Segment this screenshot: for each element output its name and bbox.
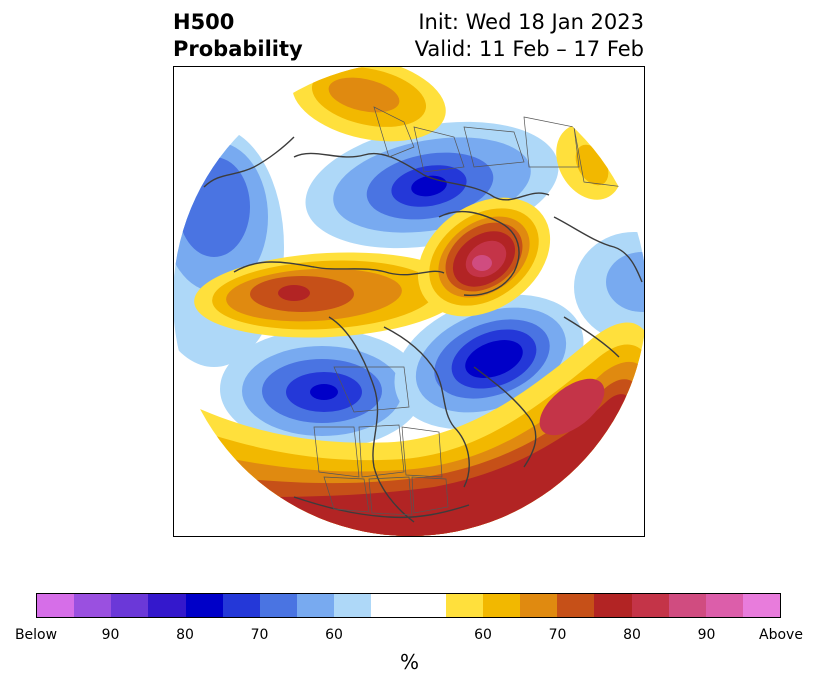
colorbar-segment [705,594,743,617]
colorbar-segment [222,594,260,617]
colorbar-tick-label: Above [759,627,803,643]
colorbar-segment [631,594,669,617]
anomaly-bering-high [194,252,464,338]
forecast-dates: Init: Wed 18 Jan 2023 Valid: 11 Feb – 17… [415,9,644,63]
colorbar-tick-labels: Below 90 80 70 60 60 70 80 90 Above [15,627,803,647]
colorbar-tick-label: 70 [548,627,567,643]
colorbar-tick-label: 90 [697,627,716,643]
colorbar-tick-label: 70 [250,627,269,643]
colorbar-tick-label: 60 [325,627,343,643]
colorbar-tick-label: 80 [176,627,194,643]
title-quantity: Probability [173,37,303,61]
title-variable: H500 [173,10,235,34]
anomaly-europe-high [292,67,446,142]
colorbar-segment [334,594,372,617]
init-date: Init: Wed 18 Jan 2023 [418,10,644,34]
colorbar-segment [74,594,112,617]
colorbar-segment [408,594,446,617]
colorbar [36,593,781,618]
colorbar-tick-label: 80 [623,627,641,643]
colorbar-unit-label: % [399,650,419,674]
polar-map [174,67,644,536]
colorbar-segment [594,594,632,617]
colorbar-segment [37,594,75,617]
map-panel [173,66,645,537]
colorbar-tick-label: 90 [101,627,120,643]
colorbar-segment [371,594,409,617]
valid-period: Valid: 11 Feb – 17 Feb [414,37,644,61]
colorbar-segment [742,594,781,617]
colorbar-segment [557,594,595,617]
colorbar-segment [148,594,186,617]
colorbar-segment [111,594,149,617]
colorbar-segment [520,594,558,617]
colorbar-segment [668,594,706,617]
colorbar-segment [297,594,335,617]
colorbar-tick-label: 60 [474,627,492,643]
anomaly-arctic-high [417,197,551,317]
colorbar-segment [482,594,521,617]
colorbar-tick-label: Below [14,627,58,643]
colorbar-segment [445,594,483,617]
anomaly-west-canada-low [220,329,424,449]
colorbar-segment [259,594,298,617]
colorbar-segment [185,594,223,617]
map-title: H500 Probability [173,9,303,63]
coastlines [203,136,643,523]
